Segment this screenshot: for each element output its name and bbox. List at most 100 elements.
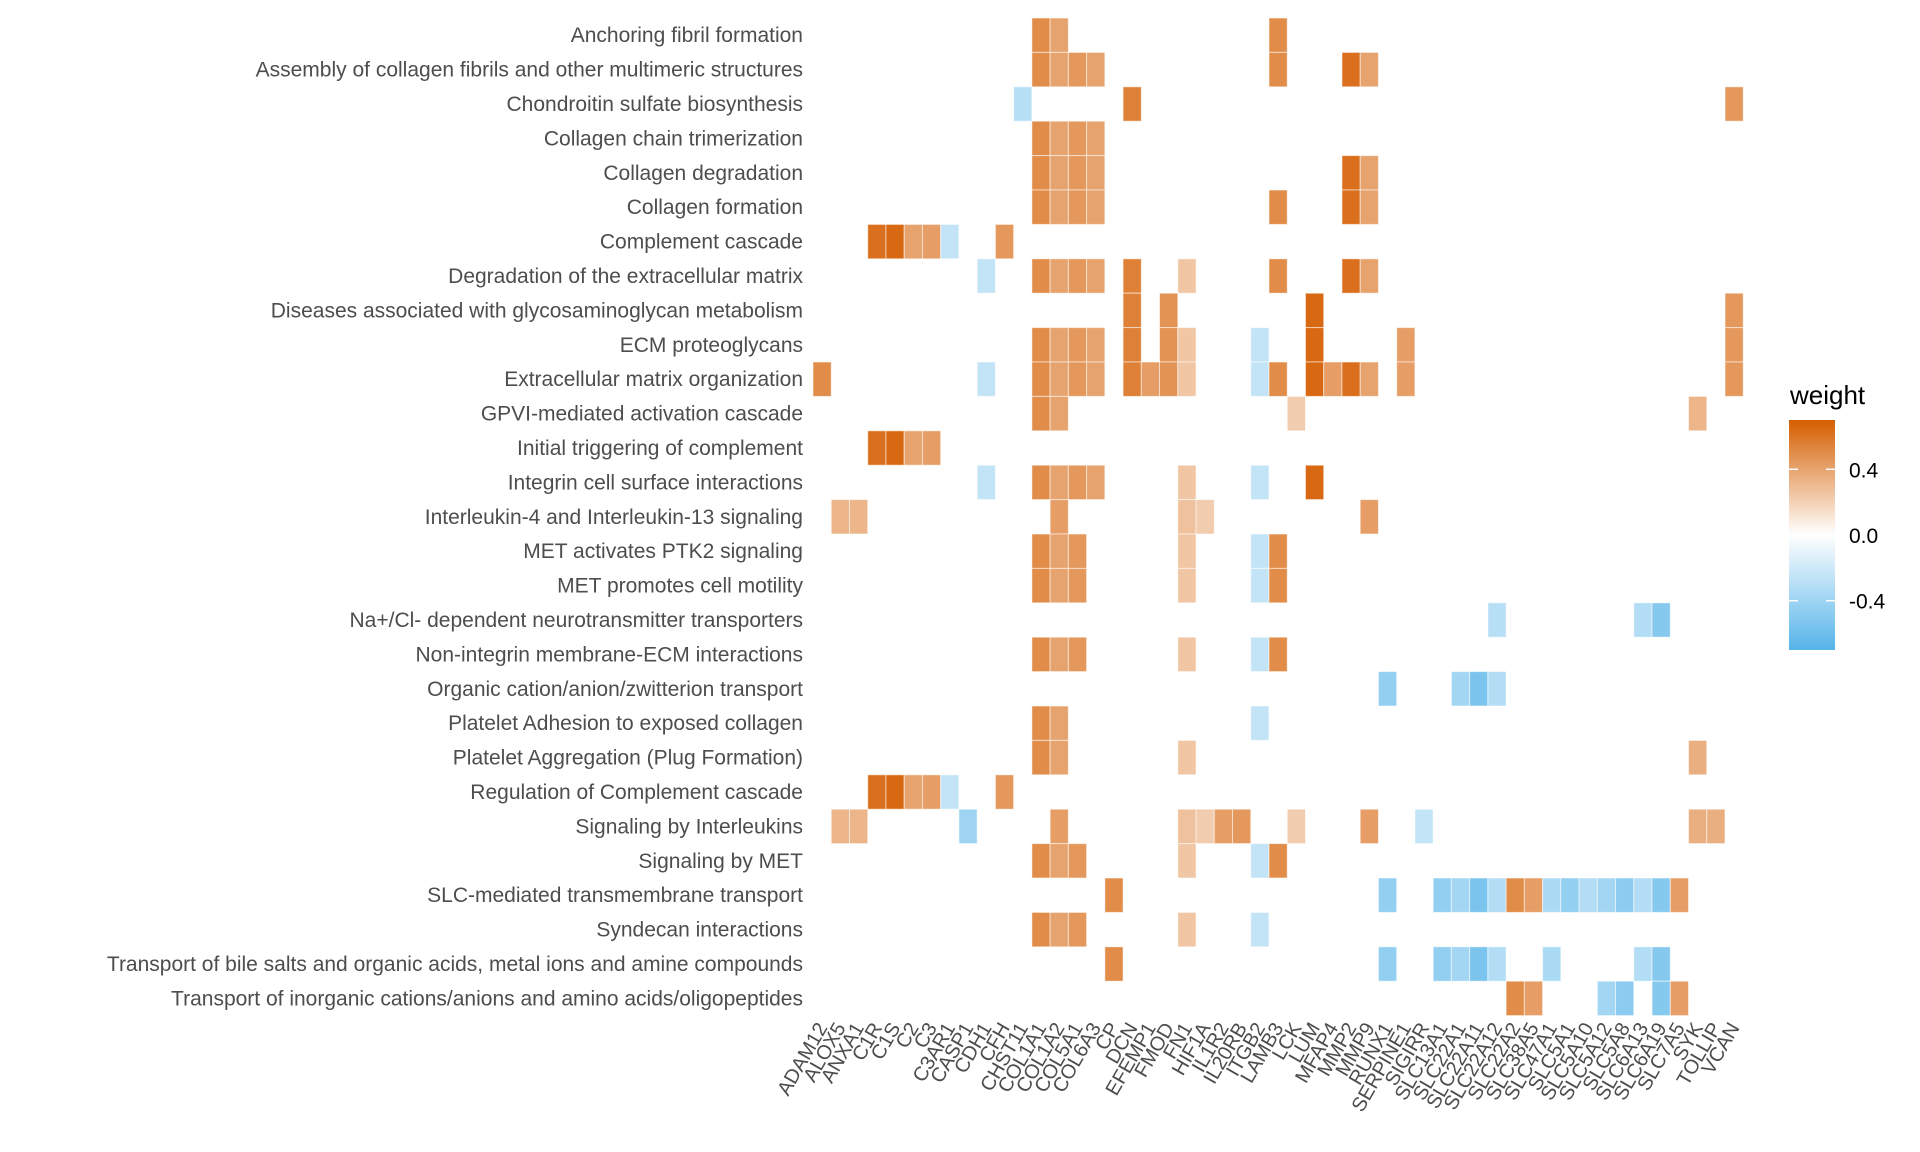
heatmap-cell [1688, 395, 1708, 432]
heatmap-cell [1122, 258, 1142, 294]
heatmap-cell [1049, 636, 1069, 673]
heatmap-cell [1341, 155, 1361, 191]
row-label: Anchoring fibril formation [571, 24, 803, 47]
legend: weight 0.4 0.0 -0.4 [1789, 380, 1886, 650]
heatmap-cell [1250, 705, 1270, 741]
heatmap-cell [1031, 361, 1051, 397]
heatmap-cell [1031, 464, 1051, 501]
heatmap-cell [1031, 395, 1051, 432]
heatmap-cell [1049, 739, 1069, 776]
heatmap-cell [1706, 808, 1726, 845]
heatmap-cell [1049, 843, 1069, 879]
heatmap-cell [1250, 567, 1270, 604]
heatmap-cell [1159, 361, 1179, 397]
row-label: Integrin cell surface interactions [508, 471, 803, 494]
heatmap-cell [1067, 120, 1088, 157]
heatmap-cell [1724, 361, 1744, 397]
heatmap-cell [1304, 327, 1325, 363]
heatmap-cell [1049, 120, 1069, 157]
heatmap-cells [812, 17, 1744, 1017]
row-label: Interleukin-4 and Interleukin-13 signali… [425, 506, 803, 529]
heatmap-cell [1359, 51, 1379, 88]
legend-title: weight [1789, 380, 1866, 410]
heatmap-cell [1487, 602, 1507, 638]
heatmap-cell [921, 430, 942, 466]
heatmap-cell [903, 223, 923, 260]
heatmap-cell [1086, 361, 1106, 397]
row-labels: Anchoring fibril formation Assembly of co… [107, 24, 804, 1010]
heatmap-cell [1177, 499, 1197, 535]
heatmap-cell [1304, 464, 1325, 501]
heatmap-cell [1469, 671, 1489, 707]
heatmap-cell [1487, 671, 1507, 707]
row-label: Complement cascade [600, 231, 803, 254]
row-label: Collagen chain trimerization [544, 127, 803, 150]
heatmap-cell [1268, 258, 1288, 294]
row-label: Platelet Aggregation (Plug Formation) [453, 747, 803, 770]
heatmap-cell [1250, 843, 1270, 879]
heatmap-cell [1067, 636, 1088, 673]
heatmap-cell [1122, 292, 1142, 329]
row-label: Organic cation/anion/zwitterion transpor… [427, 678, 803, 701]
heatmap-cell [1505, 980, 1525, 1017]
heatmap-cell [1724, 292, 1744, 329]
heatmap-cell [1067, 189, 1088, 225]
heatmap-cell [1067, 361, 1088, 397]
heatmap-cell [1067, 327, 1088, 363]
heatmap-cell [1067, 843, 1088, 879]
heatmap-cell [1049, 705, 1069, 741]
heatmap-cell [1724, 86, 1744, 122]
heatmap-cell [848, 499, 869, 535]
heatmap-cell [1359, 189, 1379, 225]
heatmap-cell [1177, 739, 1197, 776]
heatmap-cell [1341, 258, 1361, 294]
row-label: Signaling by MET [638, 850, 803, 873]
heatmap-cell [1067, 567, 1088, 604]
heatmap-cell [1377, 877, 1398, 913]
heatmap-cell [1323, 361, 1343, 397]
heatmap-cell [1542, 946, 1562, 982]
heatmap-cell [994, 774, 1015, 810]
heatmap-cell [940, 223, 960, 260]
heatmap-cell [1177, 533, 1197, 569]
heatmap-cell [1031, 739, 1051, 776]
heatmap-cell [1651, 602, 1671, 638]
heatmap-cell [1669, 877, 1690, 913]
heatmap-cell [1359, 499, 1379, 535]
heatmap-cell [1615, 877, 1635, 913]
heatmap-cell [1688, 808, 1708, 845]
row-label: Initial triggering of complement [517, 437, 803, 460]
heatmap-cell [1359, 361, 1379, 397]
heatmap-cell [1542, 877, 1562, 913]
heatmap-cell [1049, 808, 1069, 845]
heatmap-cell [1031, 843, 1051, 879]
heatmap-cell [1615, 980, 1635, 1017]
heatmap-cell [1031, 533, 1051, 569]
heatmap-cell [1651, 946, 1671, 982]
heatmap-cell [976, 258, 996, 294]
heatmap-cell [1086, 327, 1106, 363]
heatmap-cell [1414, 808, 1434, 845]
heatmap-cell [1487, 877, 1507, 913]
heatmap-cell [1104, 946, 1124, 982]
heatmap-cell [1177, 567, 1197, 604]
heatmap-cell [1250, 327, 1270, 363]
heatmap-cell [1049, 911, 1069, 948]
heatmap-cell [1250, 636, 1270, 673]
row-label: SLC-mediated transmembrane transport [427, 884, 803, 907]
row-label: Collagen formation [627, 196, 803, 219]
heatmap-cell [1122, 361, 1142, 397]
heatmap-cell [1031, 120, 1051, 157]
heatmap-cell [1396, 327, 1416, 363]
heatmap-cell [1122, 86, 1142, 122]
row-label: Non-integrin membrane-ECM interactions [416, 643, 804, 666]
heatmap-cell [1359, 808, 1379, 845]
heatmap-cell [1250, 911, 1270, 948]
heatmap-cell [1651, 980, 1671, 1017]
heatmap-cell [921, 223, 942, 260]
legend-tick-label: 0.0 [1849, 525, 1878, 548]
heatmap-cell [1049, 155, 1069, 191]
heatmap-cell [885, 223, 905, 260]
heatmap-cell [1523, 877, 1544, 913]
